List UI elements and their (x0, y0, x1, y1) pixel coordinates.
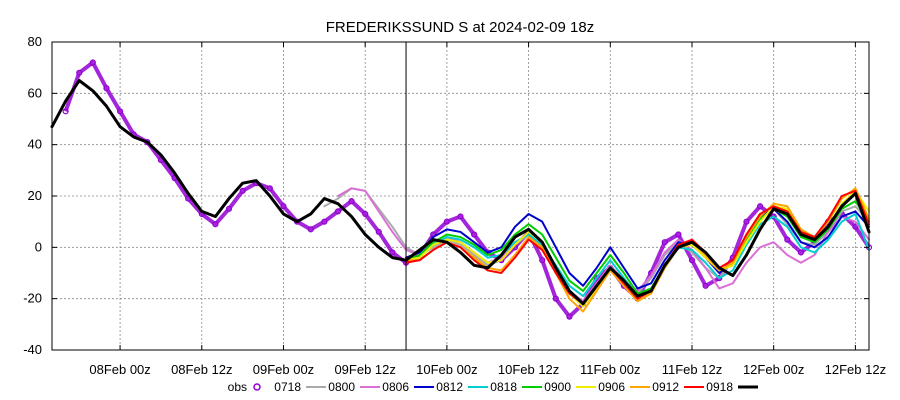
x-tick-label: 09Feb 00z (253, 362, 314, 377)
x-tick-label: 12Feb 12z (825, 362, 886, 377)
legend-item-0800: 0800 (328, 380, 380, 394)
x-tick-label: 12Feb 00z (743, 362, 804, 377)
obs-point (566, 313, 573, 320)
obs-point (266, 185, 273, 192)
x-tick-label: 08Feb 12z (171, 362, 232, 377)
obs-point (539, 257, 546, 264)
legend-item-0906: 0906 (598, 380, 650, 394)
obs-point (334, 208, 342, 215)
series-line-0918 (50, 79, 871, 306)
series-0800 (336, 187, 870, 303)
legend-label: 0718 (274, 380, 301, 394)
obs-point (348, 198, 355, 205)
series-line-obs (63, 60, 871, 319)
y-tick-label: 60 (28, 85, 42, 100)
legend-label: 0912 (652, 380, 679, 394)
legend-item-0918: 0918 (706, 380, 758, 394)
x-tick-label: 10Feb 00z (416, 362, 477, 377)
legend-label: 0906 (598, 380, 625, 394)
obs-point (471, 231, 478, 238)
obs-point (89, 59, 96, 66)
obs-point (307, 226, 314, 233)
obs-point (702, 282, 709, 289)
obs-point (797, 249, 805, 256)
legend-item-0818: 0818 (490, 380, 542, 394)
legend-item-0806: 0806 (382, 380, 434, 394)
y-tick-label: 80 (28, 34, 42, 49)
obs-point (76, 69, 83, 76)
obs-point (552, 295, 559, 302)
legend-label: 0806 (382, 380, 409, 394)
y-tick-label: -40 (23, 342, 42, 357)
legend-item-0912: 0912 (652, 380, 704, 394)
legend-item-0812: 0812 (436, 380, 488, 394)
obs-point (321, 218, 328, 225)
obs-point (688, 257, 696, 264)
legend-item-0718: 0718 (274, 380, 326, 394)
legend-label: obs (228, 380, 247, 394)
obs-point (770, 213, 777, 220)
y-tick-label: -20 (23, 291, 42, 306)
obs-point (116, 108, 124, 115)
legend-label: 0900 (544, 380, 571, 394)
tick-layer: -40 -20 0 20 40 60 80 08Feb 00z 08Feb 12z 09Feb 0… (23, 34, 886, 377)
obs-point (661, 239, 668, 246)
x-tick-label: 09Feb 12z (334, 362, 395, 377)
obs-point (280, 203, 287, 210)
obs-point (225, 205, 233, 212)
obs-point (457, 213, 464, 220)
legend-swatch (253, 383, 261, 391)
obs-point (239, 187, 246, 194)
obs-point (103, 85, 110, 92)
series-obs (62, 59, 873, 320)
obs-point (389, 249, 396, 256)
x-tick-label: 11Feb 00z (580, 362, 640, 377)
x-tick-label: 08Feb 00z (89, 362, 150, 377)
grid-layer (52, 42, 869, 350)
legend-label: 0818 (490, 380, 517, 394)
obs-point (756, 203, 764, 210)
legend-label: 0812 (436, 380, 463, 394)
obs-point (716, 275, 723, 282)
series-layer (50, 59, 873, 320)
series-0918 (50, 79, 871, 306)
legend-label: 0800 (328, 380, 355, 394)
obs-point (593, 275, 600, 282)
legend-item-obs: obs (228, 380, 261, 394)
x-tick-label: 11Feb 12z (662, 362, 722, 377)
legend: obs 0718 0800 0806 0812 0818 0900 0906 0912 0918 (228, 380, 758, 394)
legend-label: 0918 (706, 380, 733, 394)
series-line-0800 (336, 187, 870, 303)
x-tick-label: 10Feb 12z (498, 362, 559, 377)
obs-point (212, 221, 219, 228)
obs-point (675, 231, 682, 238)
obs-point (784, 236, 791, 243)
obs-point (852, 223, 859, 230)
obs-point (362, 210, 369, 218)
obs-point (743, 218, 750, 225)
obs-point (375, 228, 382, 236)
y-tick-label: 40 (28, 137, 42, 152)
chart-title: FREDERIKSSUND S at 2024-02-09 18z (326, 19, 594, 36)
obs-point (443, 218, 450, 225)
y-tick-label: 0 (35, 239, 42, 254)
obs-point (62, 108, 69, 115)
y-tick-label: 20 (28, 188, 42, 203)
legend-item-0900: 0900 (544, 380, 596, 394)
